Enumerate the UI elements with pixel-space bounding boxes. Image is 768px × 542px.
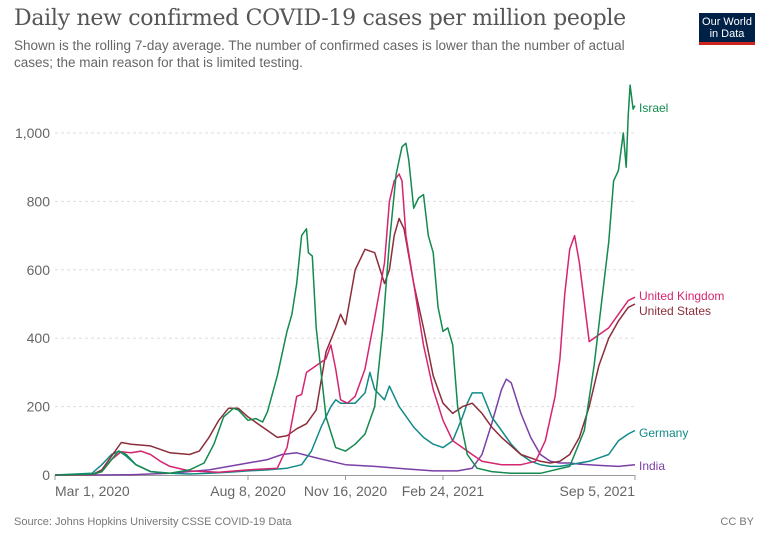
series-label-germany[interactable]: Germany: [639, 426, 688, 440]
y-tick-label: 1,000: [15, 125, 50, 141]
series-label-india[interactable]: India: [639, 459, 665, 473]
x-axis: Mar 1, 2020 Aug 8, 2020 Nov 16, 2020 Feb 24…: [54, 475, 636, 499]
y-tick-label: 800: [27, 193, 51, 209]
series-line-india[interactable]: [55, 378, 636, 476]
x-tick-label: Sep 5, 2021: [559, 483, 635, 499]
x-tick-label: Nov 16, 2020: [304, 483, 387, 499]
source-note[interactable]: Source: Johns Hopkins University CSSE CO…: [14, 516, 292, 528]
owid-logo[interactable]: Our World in Data: [699, 13, 755, 45]
y-axis: 0 200 400 600 800 1,000: [15, 125, 50, 483]
y-tick-label: 0: [42, 467, 50, 483]
y-tick-label: 200: [27, 399, 51, 415]
series-label-israel[interactable]: Israel: [639, 101, 668, 115]
series-line-united-states[interactable]: [54, 217, 636, 476]
license-link[interactable]: CC BY: [720, 516, 754, 528]
logo-line-1: Our World: [702, 16, 752, 28]
logo-line-2: in Data: [709, 28, 745, 40]
x-tick-label: Feb 24, 2021: [402, 483, 485, 499]
series-line-israel[interactable]: [54, 84, 636, 476]
line-chart: 0 200 400 600 800 1,000 Mar 1, 2020 Aug 8, 202…: [15, 84, 724, 499]
chart-subtitle: Shown is the rolling 7-day average. The …: [14, 38, 625, 70]
x-tick-label: Aug 8, 2020: [210, 483, 286, 499]
series-label-united-states[interactable]: United States: [639, 304, 711, 318]
series-line-germany[interactable]: [54, 371, 636, 476]
series-lines: [54, 84, 636, 476]
series-line-united-kingdom[interactable]: [54, 173, 636, 476]
y-tick-label: 600: [27, 262, 51, 278]
y-tick-label: 400: [27, 330, 51, 346]
chart-title: Daily new confirmed COVID-19 cases per m…: [14, 6, 626, 31]
x-tick-label: Mar 1, 2020: [55, 483, 130, 499]
gridlines: [55, 132, 635, 408]
series-label-united-kingdom[interactable]: United Kingdom: [639, 289, 724, 303]
